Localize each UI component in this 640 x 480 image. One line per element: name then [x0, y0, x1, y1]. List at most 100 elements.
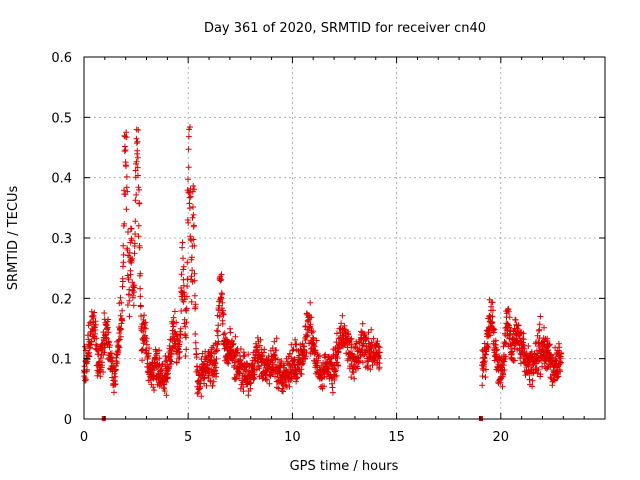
data-point: [198, 393, 205, 400]
data-point: [557, 359, 564, 366]
data-point: [92, 327, 99, 333]
data-point: [143, 335, 150, 342]
data-point: [158, 367, 165, 374]
data-point: [354, 365, 361, 372]
data-point: [150, 384, 157, 391]
data-point: [136, 244, 143, 251]
data-point: [161, 388, 168, 394]
data-point: [483, 348, 490, 355]
data-point: [529, 377, 536, 384]
data-point: [520, 330, 527, 337]
data-point: [266, 380, 273, 387]
data-point: [134, 154, 141, 161]
data-point: [151, 387, 158, 394]
data-point: [169, 320, 176, 327]
data-point: [479, 382, 486, 389]
data-point: [217, 277, 224, 284]
data-point: [213, 364, 220, 371]
data-point: [128, 237, 135, 244]
data-point: [190, 211, 197, 218]
data-point: [189, 267, 196, 274]
data-point: [126, 313, 133, 320]
data-point: [557, 368, 564, 375]
x-axis-label: GPS time / hours: [290, 459, 399, 474]
data-point: [536, 326, 543, 333]
data-point: [109, 374, 116, 381]
data-point: [180, 255, 186, 262]
data-point: [218, 276, 225, 283]
data-point: [117, 312, 124, 319]
data-point: [213, 370, 220, 377]
data-point: [173, 359, 180, 366]
data-point: [218, 271, 225, 278]
data-point: [501, 358, 508, 365]
data-point: [139, 357, 146, 364]
data-point: [190, 222, 197, 229]
data-point: [108, 350, 115, 357]
data-point: [176, 348, 183, 355]
data-point: [483, 366, 489, 373]
data-point: [348, 335, 355, 342]
data-point: [120, 251, 127, 258]
data-point: [231, 362, 238, 369]
data-point: [156, 347, 163, 354]
data-point: [132, 197, 139, 204]
data-point: [123, 134, 130, 141]
data-point: [332, 368, 339, 375]
data-point: [185, 164, 192, 171]
data-point: [140, 328, 147, 335]
data-point: [134, 138, 141, 145]
data-point: [124, 302, 131, 308]
data-point: [175, 349, 182, 356]
data-point: [214, 341, 221, 348]
data-point: [92, 321, 99, 328]
data-point: [215, 328, 221, 335]
data-point: [212, 348, 219, 355]
data-point: [123, 163, 129, 170]
y-tick-label: 0.4: [51, 172, 72, 187]
data-point: [350, 369, 357, 376]
data-point: [155, 362, 162, 369]
data-point: [137, 270, 144, 277]
data-point: [219, 291, 226, 298]
data-point: [516, 335, 523, 342]
data-point: [193, 354, 200, 361]
data-point: [359, 359, 366, 366]
data-point: [176, 341, 183, 348]
data-point: [244, 381, 251, 388]
data-point: [529, 383, 536, 390]
data-point: [115, 337, 122, 344]
data-point: [168, 358, 175, 365]
data-point: [183, 346, 190, 353]
data-point: [131, 284, 138, 291]
data-point: [273, 335, 280, 342]
data-point: [103, 334, 110, 341]
data-point: [126, 286, 133, 293]
data-point: [104, 324, 111, 331]
data-point: [215, 338, 222, 345]
data-point: [302, 356, 309, 362]
data-point: [520, 342, 527, 349]
data-point: [143, 338, 149, 345]
data-point: [189, 214, 196, 221]
y-tick-label: 0.6: [51, 51, 72, 66]
data-point: [507, 327, 514, 333]
data-point: [142, 325, 149, 332]
data-point: [179, 290, 186, 296]
data-point: [537, 371, 544, 378]
data-point: [130, 292, 136, 299]
data-point: [138, 313, 144, 319]
data-point: [302, 337, 309, 343]
data-point: [116, 336, 123, 343]
data-point: [133, 140, 140, 147]
data-point: [188, 254, 195, 261]
data-point: [191, 270, 198, 277]
data-point: [112, 381, 119, 387]
data-point: [179, 239, 186, 246]
data-point: [116, 344, 123, 351]
data-point: [273, 347, 280, 354]
data-point: [293, 375, 300, 382]
data-point: [176, 354, 183, 361]
data-point: [485, 344, 492, 351]
data-point: [271, 352, 278, 359]
